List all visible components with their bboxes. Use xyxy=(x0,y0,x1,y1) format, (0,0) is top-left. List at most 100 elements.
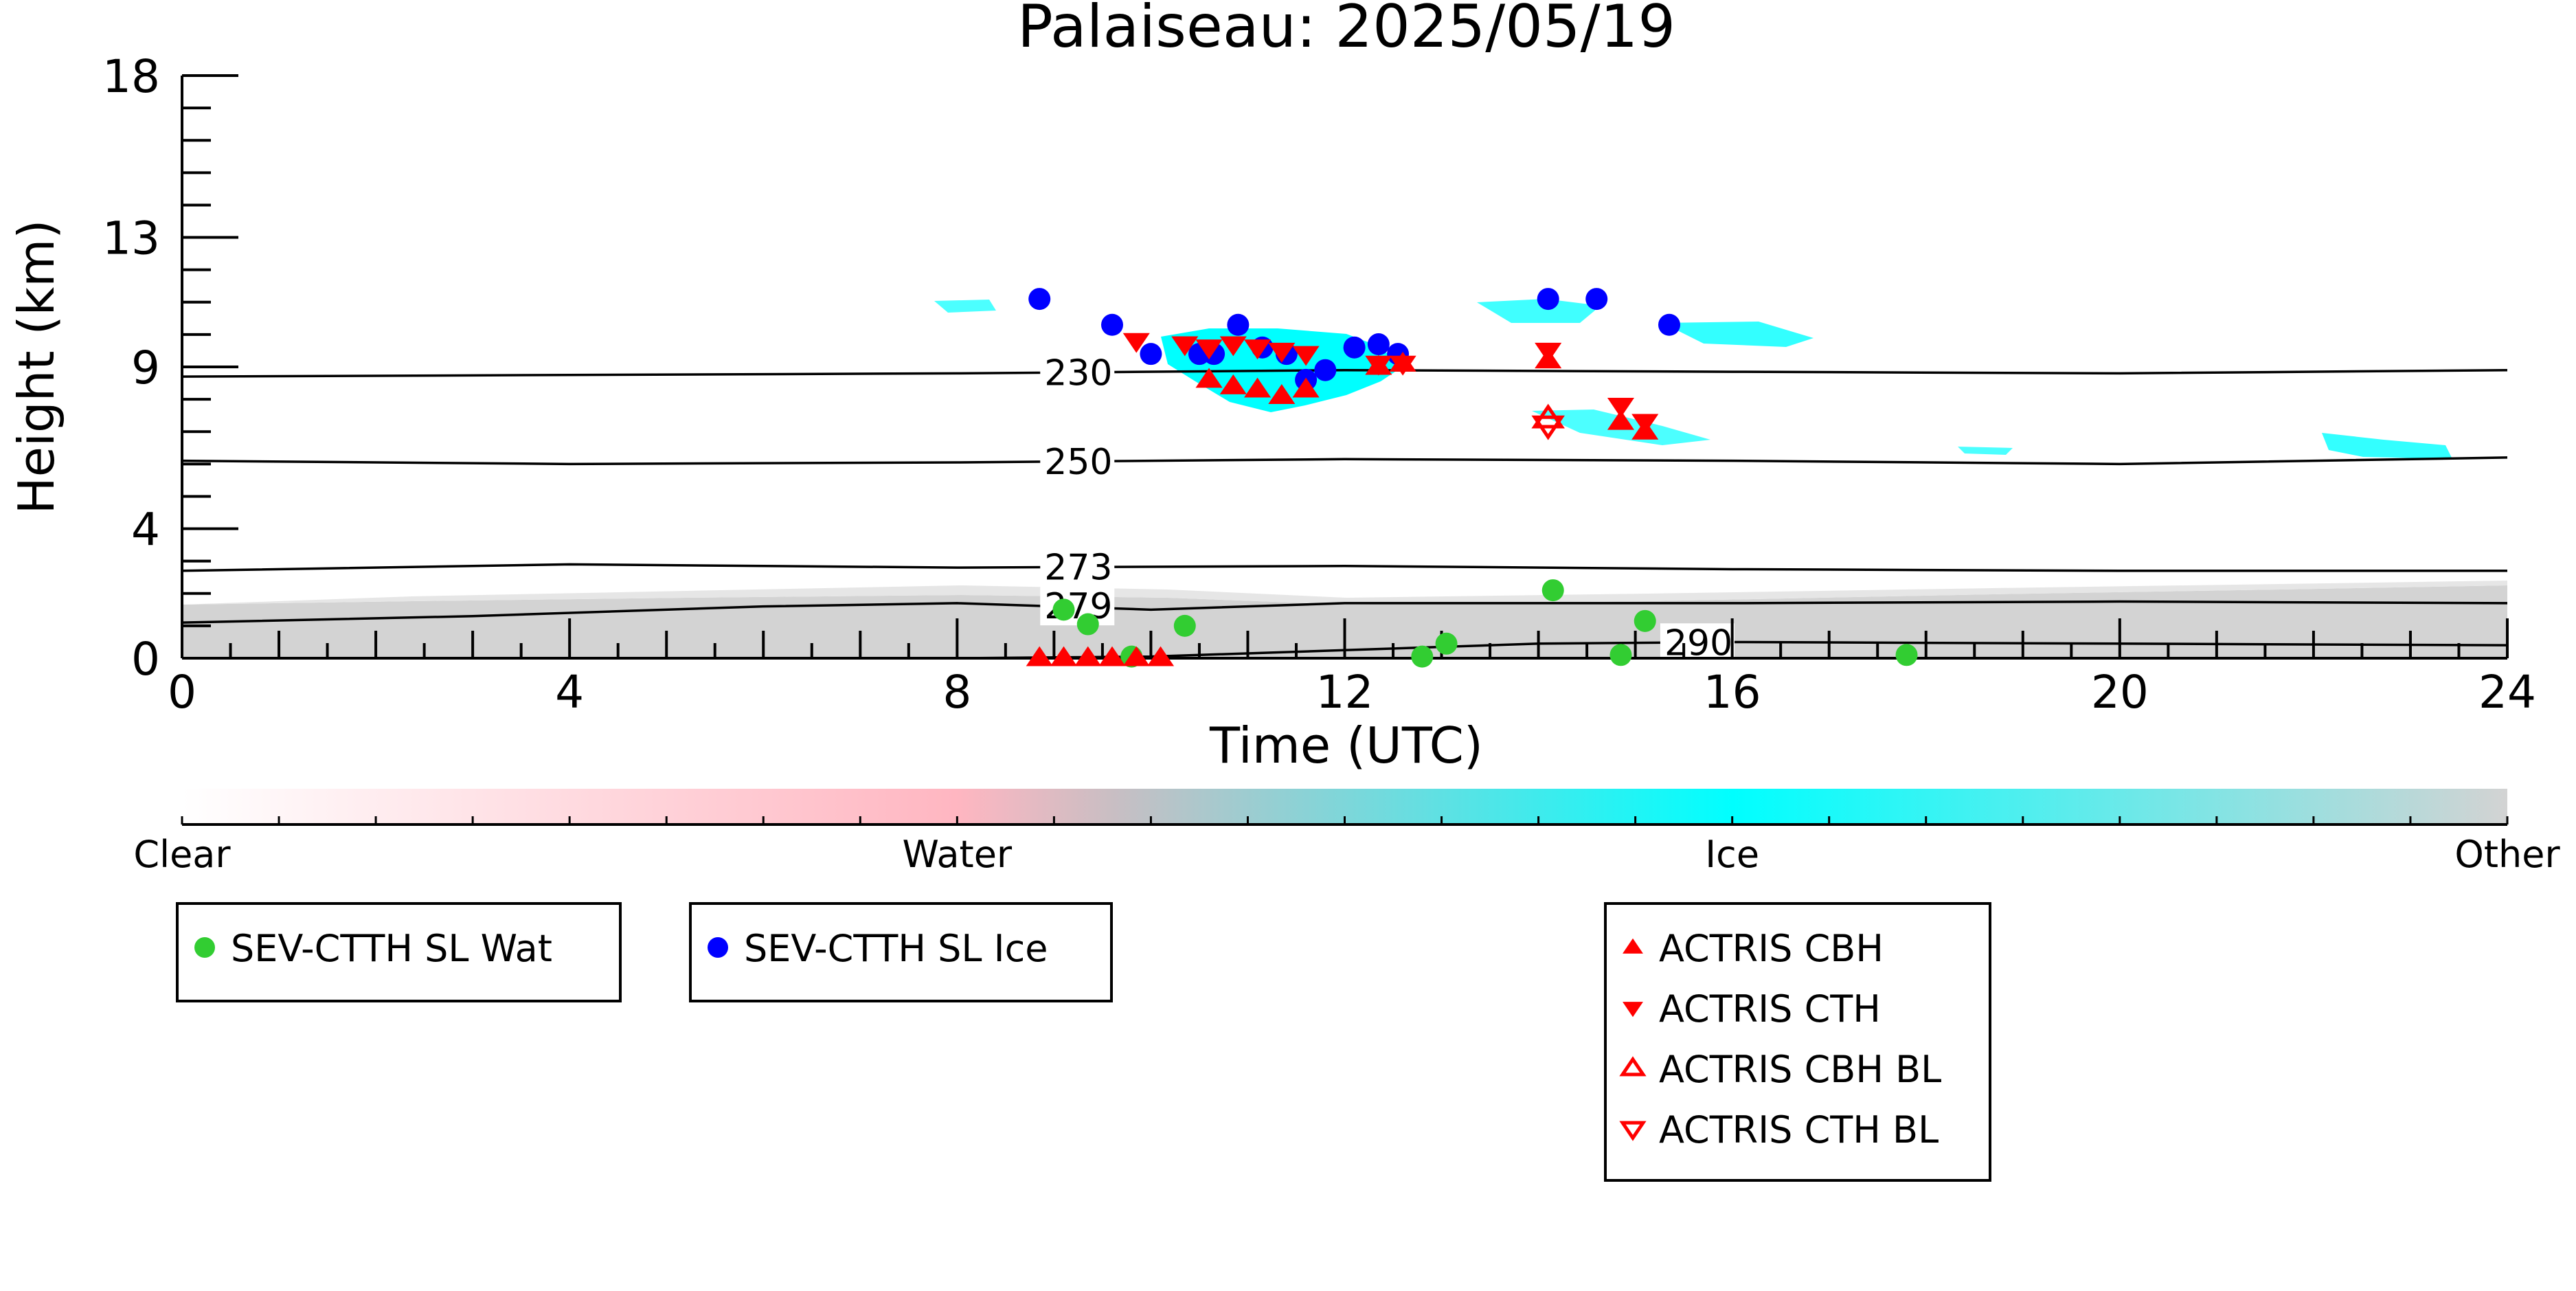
plot-axes: 0 4 8 12 16 20 24 0 4 9 13 18 xyxy=(102,50,2536,719)
ice-cloud-region-left xyxy=(934,300,996,313)
marker-actris-cth xyxy=(1171,336,1199,357)
legend-box xyxy=(689,902,1113,1002)
legend-marker-actris-cth xyxy=(1623,1002,1643,1018)
marker-actris-cth xyxy=(1268,342,1296,363)
ice-cloud-region-far-right xyxy=(2322,433,2452,459)
colorbar-label-clear: Clear xyxy=(133,833,231,876)
y-tick-label: 13 xyxy=(102,212,160,265)
isotherm-line-250 xyxy=(181,456,2508,466)
isotherm-line-273 xyxy=(181,563,2507,572)
y-tick-label: 4 xyxy=(131,504,160,557)
marker-sev-ctth-sl-wat xyxy=(1541,579,1564,602)
colorbar-label-ice: Ice xyxy=(1705,833,1759,876)
colorbar: Clear Water Ice Other xyxy=(133,789,2560,876)
isotherm-label-bg xyxy=(1040,548,1115,587)
x-tick-label: 8 xyxy=(942,666,971,719)
legend-box xyxy=(176,902,622,1002)
marker-actris-cth xyxy=(1292,346,1320,366)
marker-sev-ctth-sl-wat xyxy=(1895,644,1918,666)
marker-actris-cbh xyxy=(1244,377,1272,398)
ice-cloud-region-upper xyxy=(1477,299,1601,323)
x-axis-label: Time (UTC) xyxy=(1209,717,1483,774)
marker-actris-cth xyxy=(1607,397,1635,418)
marker-sev-ctth-sl-wat xyxy=(1076,613,1099,636)
marker-sev-ctth-sl-wat xyxy=(1609,644,1632,666)
legend-label-sev-ctth-sl-wat: SEV-CTTH SL Wat xyxy=(231,927,552,970)
isotherm-label-bg xyxy=(1040,587,1115,626)
y-tick-group: 0 4 9 13 18 xyxy=(102,50,238,686)
marker-sev-ctth-sl-ice xyxy=(1367,333,1390,356)
isotherm-label: 250 xyxy=(1044,442,1112,483)
marker-actris-cbh xyxy=(1098,646,1126,666)
legend-layer: SEV-CTTH SL Wat SEV-CTTH SL Ice ACTRIS CBH… xyxy=(176,902,1991,1182)
marker-actris-cth xyxy=(1365,355,1392,376)
ice-cloud-region-upper-right xyxy=(1662,322,1814,347)
isotherm-label-bg xyxy=(1040,353,1115,392)
marker-sev-ctth-sl-ice xyxy=(1314,359,1337,381)
marker-actris-cth xyxy=(1389,355,1416,376)
y-tick-label: 9 xyxy=(131,341,160,394)
x-tick-label: 20 xyxy=(2091,666,2149,719)
y-tick-label: 18 xyxy=(102,50,160,103)
marker-actris-cbh xyxy=(1122,646,1150,666)
x-tick-label: 12 xyxy=(1316,666,1374,719)
marker-actris-cbh xyxy=(1219,374,1247,394)
marker-actris-cth xyxy=(1195,339,1223,360)
marker-actris-cbh xyxy=(1050,646,1078,666)
marker-actris-cth xyxy=(1244,339,1272,360)
legend-marker-sev-ctth-sl-wat xyxy=(194,937,215,958)
x-tick-label: 4 xyxy=(555,666,584,719)
x-tick-label: 16 xyxy=(1704,666,1761,719)
legend-box xyxy=(1604,902,1991,1182)
colorbar-label-water: Water xyxy=(903,833,1013,876)
x-tick-group: 0 4 8 12 16 20 24 xyxy=(168,618,2536,719)
marker-sev-ctth-sl-ice xyxy=(1028,288,1051,311)
legend-label-actris-cbh-bl: ACTRIS CBH BL xyxy=(1659,1048,1941,1091)
marker-sev-ctth-sl-ice xyxy=(1537,288,1559,311)
legend-marker-actris-cbh xyxy=(1623,938,1643,954)
marker-sev-ctth-sl-wat xyxy=(1052,598,1075,621)
marker-layer xyxy=(1026,288,1918,668)
isotherm-label-bg xyxy=(1040,442,1115,481)
marker-sev-ctth-sl-ice xyxy=(1101,313,1123,336)
colorbar-label-other: Other xyxy=(2454,833,2560,876)
isotherm-label: 230 xyxy=(1044,352,1112,394)
colorbar-label-group: Clear Water Ice Other xyxy=(133,833,2560,876)
legend-label-actris-cth: ACTRIS CTH xyxy=(1659,987,1881,1031)
marker-actris-cbh xyxy=(1146,646,1175,666)
y-tick-label: 0 xyxy=(131,633,160,686)
marker-actris-cth-bl xyxy=(1531,415,1565,440)
marker-actris-cth xyxy=(1219,336,1247,357)
colorbar-tick-group xyxy=(181,816,2509,824)
isotherm-line-279 xyxy=(181,600,2508,624)
isotherm-line-230 xyxy=(181,368,2508,378)
marker-sev-ctth-sl-wat xyxy=(1634,609,1656,632)
x-tick-label: 24 xyxy=(2478,666,2536,719)
marker-actris-cth xyxy=(1535,342,1562,363)
marker-actris-cbh xyxy=(1074,646,1102,666)
marker-sev-ctth-sl-ice xyxy=(1658,313,1680,336)
legend-label-actris-cth-bl: ACTRIS CTH BL xyxy=(1659,1108,1939,1152)
x-tick-label: 0 xyxy=(168,666,196,719)
chart-title: Palaiseau: 2025/05/19 xyxy=(1017,0,1675,61)
legend-marker-sev-ctth-sl-ice xyxy=(708,937,728,958)
marker-actris-cth xyxy=(1631,414,1659,434)
marker-sev-ctth-sl-wat xyxy=(1411,645,1434,668)
boundary-layer-haze-region xyxy=(182,581,2507,605)
y-axis-label: Height (km) xyxy=(8,220,65,515)
legend-label-actris-cbh: ACTRIS CBH xyxy=(1659,927,1884,970)
marker-sev-ctth-sl-ice xyxy=(1343,336,1366,359)
legend-marker-actris-cth-bl xyxy=(1619,1121,1647,1141)
marker-sev-ctth-sl-wat xyxy=(1435,632,1458,655)
isotherm-label: 273 xyxy=(1044,548,1112,589)
marker-sev-ctth-sl-wat xyxy=(1173,614,1196,637)
marker-actris-cth xyxy=(1122,333,1150,353)
legend-label-sev-ctth-sl-ice: SEV-CTTH SL Ice xyxy=(744,927,1048,970)
ice-cloud-region-small xyxy=(1958,447,2013,455)
marker-actris-cbh xyxy=(1026,646,1053,666)
marker-actris-cbh xyxy=(1607,409,1635,430)
legend-marker-actris-cbh-bl xyxy=(1619,1056,1647,1077)
isotherm-label-bg xyxy=(1660,623,1735,662)
